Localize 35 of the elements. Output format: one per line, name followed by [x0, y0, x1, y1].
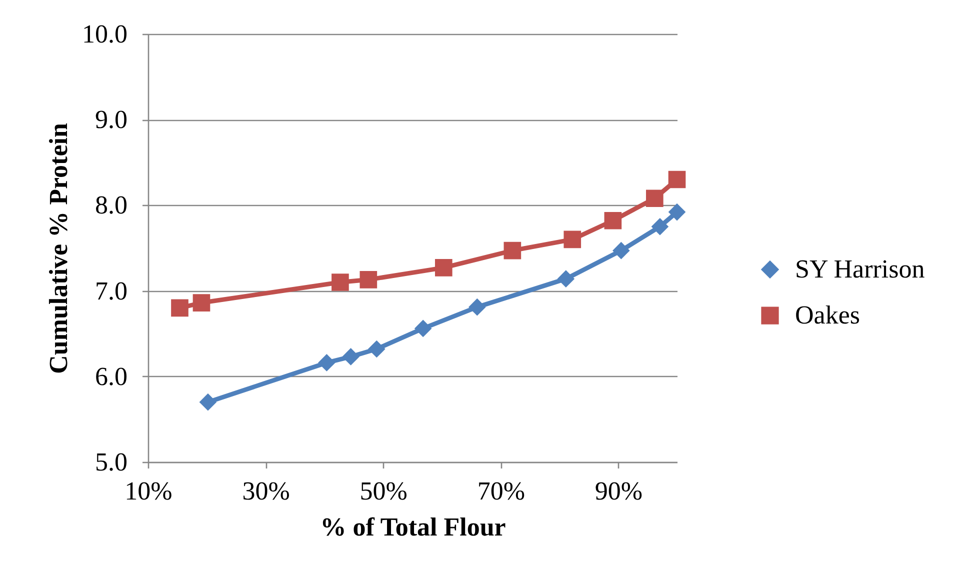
- point: [504, 242, 522, 260]
- x-tick-label: 50%: [360, 476, 408, 506]
- y-tick-label: 6.0: [95, 362, 128, 391]
- x-tick-label: 90%: [594, 476, 643, 506]
- point: [646, 190, 664, 208]
- legend-label: Oakes: [795, 300, 860, 330]
- y-tick-label: 7.0: [95, 276, 128, 306]
- point: [557, 270, 575, 288]
- point: [668, 170, 686, 188]
- point: [360, 271, 378, 288]
- point: [564, 230, 582, 248]
- point: [368, 340, 386, 358]
- point: [332, 274, 349, 291]
- x-tick-label: 70%: [477, 476, 526, 506]
- x-tick-label: 30%: [242, 476, 290, 506]
- legend-label: SY Harrison: [795, 254, 925, 284]
- point: [342, 348, 360, 366]
- point: [668, 203, 686, 221]
- y-tick-label: 10.0: [82, 20, 128, 48]
- point: [318, 354, 336, 372]
- point: [604, 212, 622, 230]
- y-tick-label: 5.0: [95, 448, 128, 476]
- point: [434, 259, 452, 276]
- point: [192, 294, 210, 312]
- point: [171, 299, 188, 317]
- y-axis-title: Cumulative % Protein: [44, 122, 73, 374]
- point: [414, 320, 432, 338]
- point: [612, 242, 630, 260]
- x-axis-title: % of Total Flour: [320, 512, 506, 542]
- y-tick-label: 8.0: [95, 190, 128, 220]
- y-tick-label: 9.0: [95, 105, 128, 134]
- point: [468, 298, 486, 316]
- point: [199, 393, 217, 411]
- point: [651, 218, 669, 236]
- x-tick-label: 10%: [124, 476, 172, 506]
